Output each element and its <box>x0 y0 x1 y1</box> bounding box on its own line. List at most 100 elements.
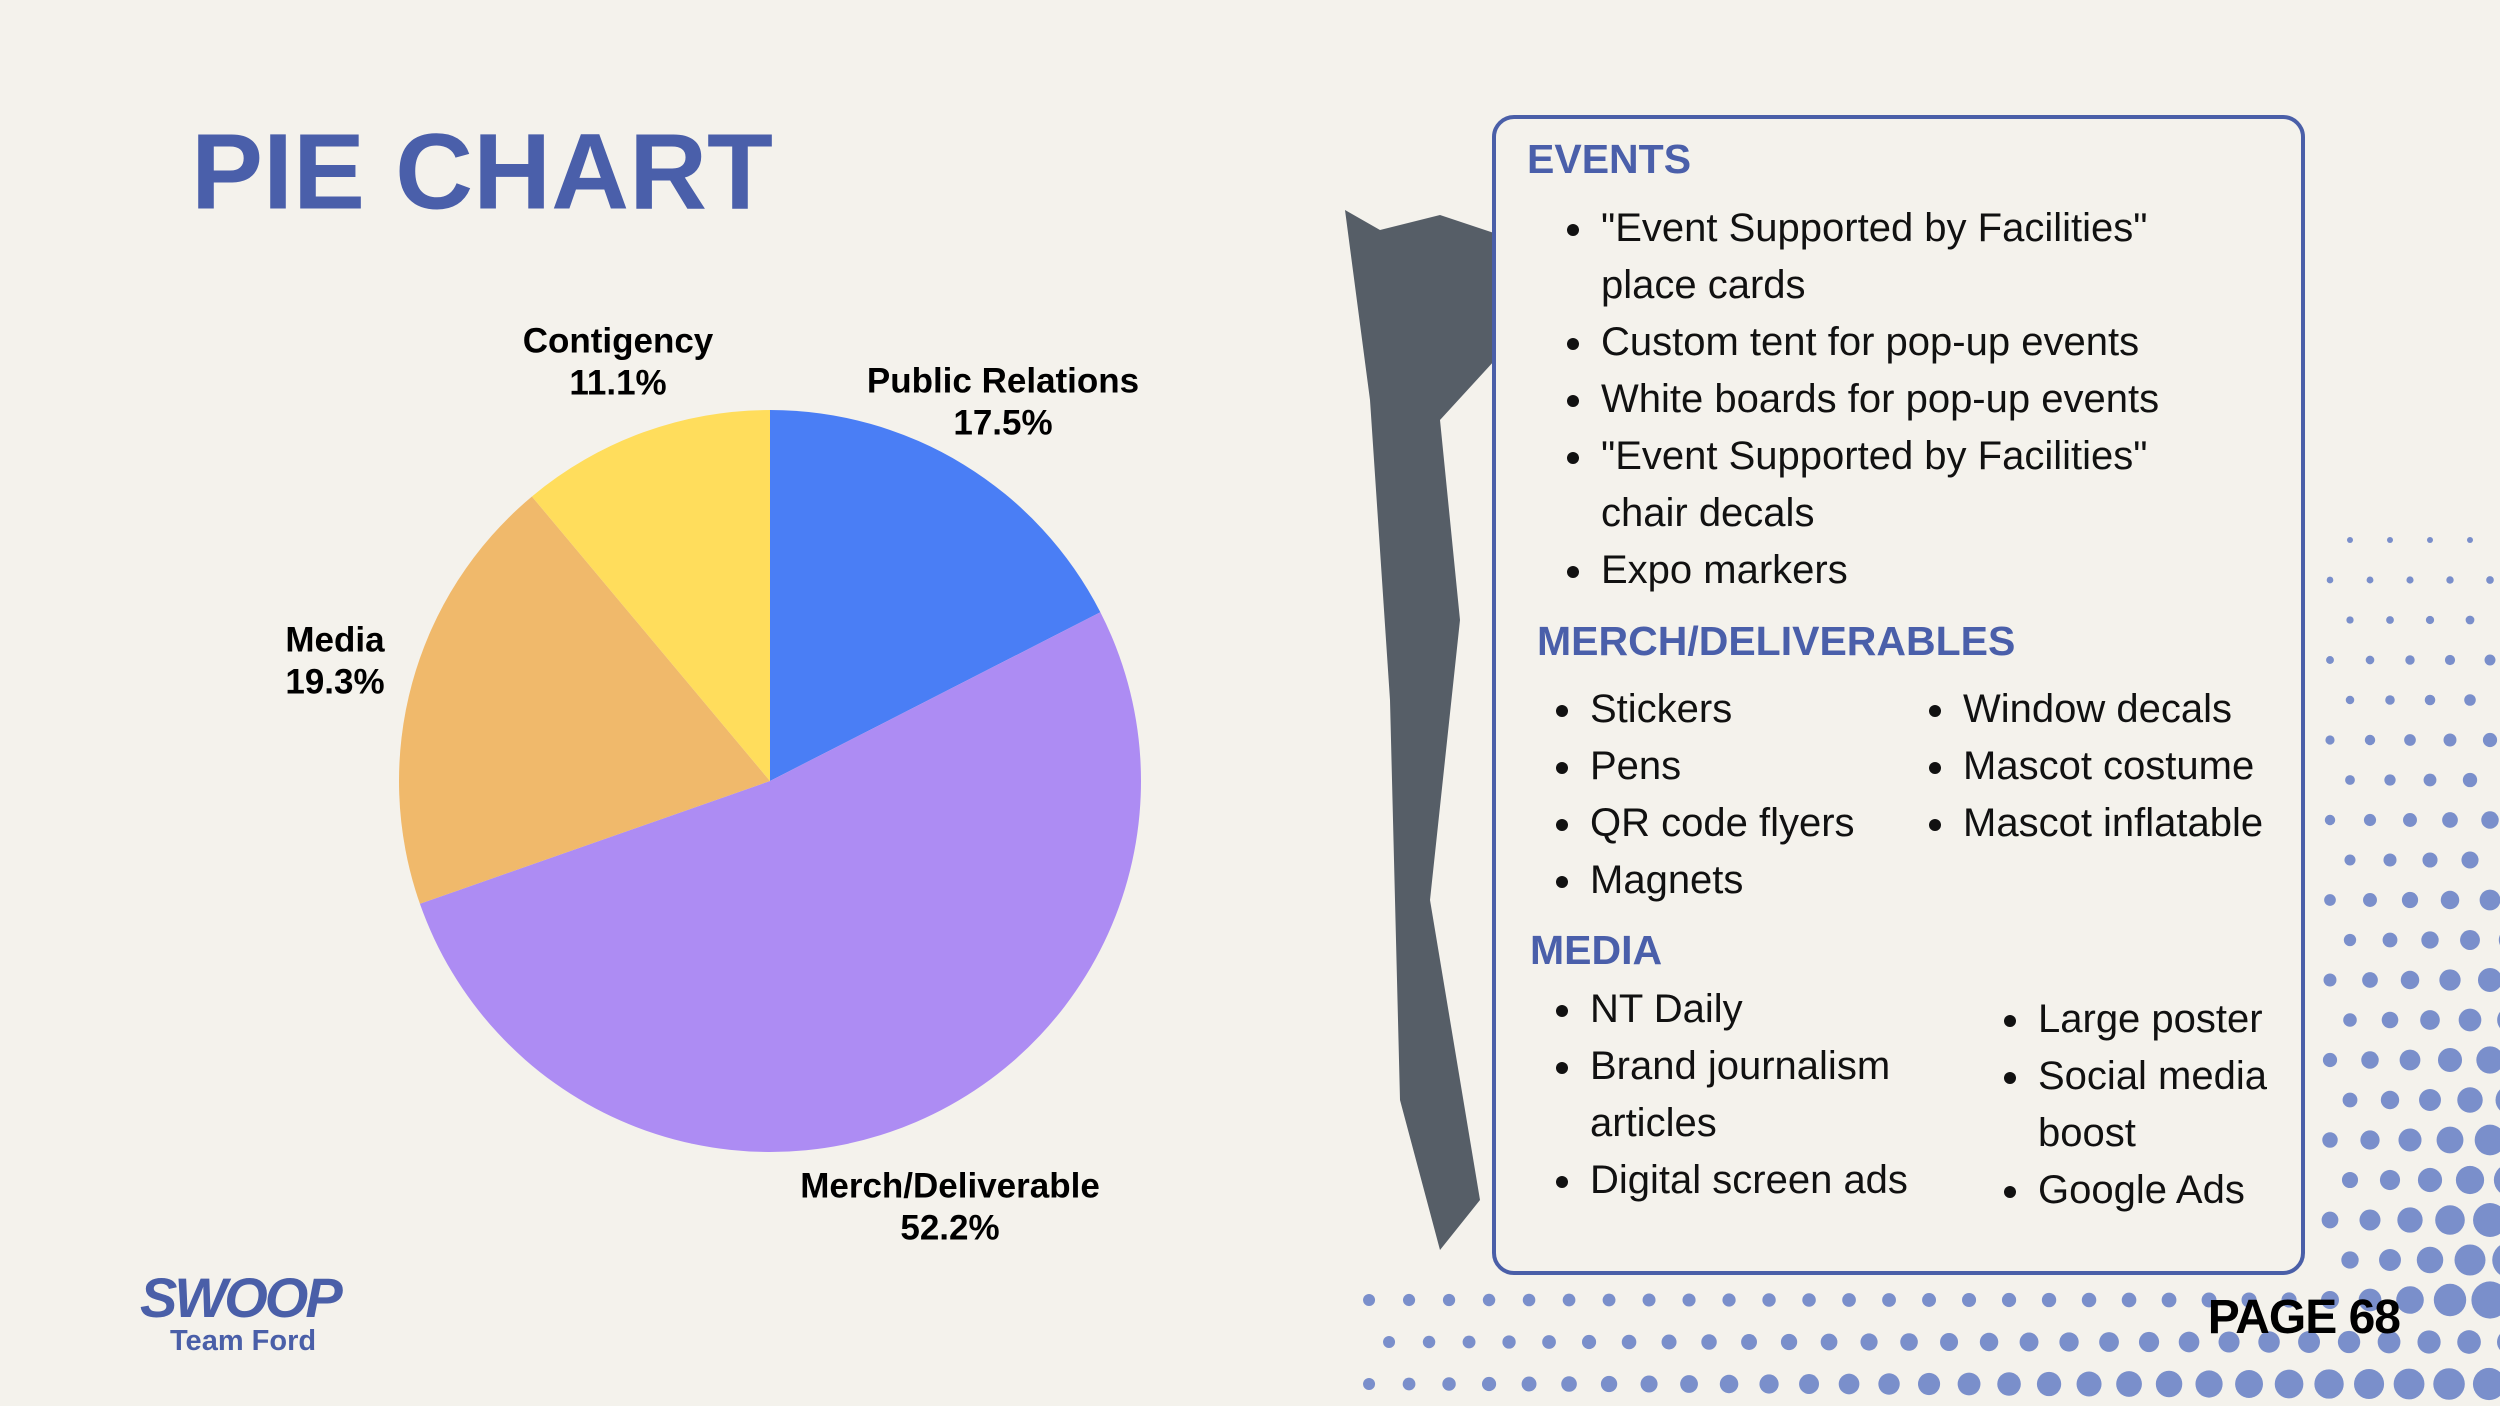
decor-dot <box>2001 1292 2017 1308</box>
decor-dot <box>2497 1011 2500 1029</box>
decor-dot <box>2455 1165 2485 1195</box>
decor-dot <box>2121 1292 2137 1308</box>
decor-dot <box>2380 1090 2400 1110</box>
bullet-item: Stickers <box>1586 681 1916 738</box>
decor-dot <box>1581 1334 1597 1350</box>
decor-dot <box>2347 537 2353 543</box>
section-heading: MERCH/DELIVERABLES <box>1537 618 2016 664</box>
decor-dot <box>2393 1368 2425 1400</box>
decor-dot <box>2345 775 2355 785</box>
slice-label: Media <box>285 620 385 659</box>
decor-dot <box>2461 851 2479 869</box>
decor-dot <box>2440 890 2460 910</box>
decor-dot <box>2425 615 2435 625</box>
decor-dot <box>2436 1126 2464 1154</box>
decor-dot <box>2486 576 2494 584</box>
section-heading: MEDIA <box>1530 927 1663 973</box>
pie-slice <box>531 410 770 781</box>
pie-slice <box>419 612 1141 1152</box>
decor-dot <box>1719 1374 1739 1394</box>
decor-dot <box>2059 1332 2079 1352</box>
bullet-item: "Event Supported by Facilities" place ca… <box>1597 200 2202 314</box>
decor-dot <box>2439 969 2461 991</box>
decor-dot <box>1900 1333 1918 1351</box>
decor-dot <box>2398 1128 2422 1152</box>
decor-dot <box>1838 1373 1860 1395</box>
decor-dot <box>2444 654 2456 666</box>
decor-dot <box>2400 970 2420 990</box>
decor-dot <box>1442 1377 1456 1391</box>
decor-dot <box>2420 1010 2440 1030</box>
decor-dot <box>2421 931 2439 949</box>
slice-value-label: 52.2% <box>900 1208 999 1247</box>
decor-dot <box>2326 576 2334 584</box>
decor-dot <box>1842 1293 1856 1307</box>
decor-dot <box>2361 1051 2379 1069</box>
bullet-item: Window decals <box>1959 681 2299 738</box>
decor-dot <box>2343 1013 2357 1027</box>
decor-dot <box>2321 1211 2339 1229</box>
decor-dot <box>2422 852 2438 868</box>
decor-dot <box>2446 576 2454 584</box>
decor-dot <box>1882 1293 1896 1307</box>
decor-dot <box>2405 655 2415 665</box>
decor-dot <box>2384 774 2396 786</box>
decor-dot <box>1562 1293 1576 1307</box>
decor-dot <box>2201 1292 2217 1308</box>
decor-dot <box>2274 1369 2304 1399</box>
decor-dot <box>2457 1330 2481 1354</box>
bullet-item: Custom tent for pop-up events <box>1597 314 2202 371</box>
decor-dot <box>2482 732 2498 748</box>
bullet-list: Window decalsMascot costumeMascot inflat… <box>1959 681 2299 852</box>
decor-dot <box>2465 615 2475 625</box>
decor-dot <box>2442 812 2458 828</box>
decor-dot <box>2377 1330 2401 1354</box>
decor-dot <box>1422 1335 1436 1349</box>
decor-dot <box>2387 537 2393 543</box>
decor-dot <box>2360 1130 2380 1150</box>
decor-dot <box>2399 1049 2421 1071</box>
decor-dot <box>1482 1293 1496 1307</box>
decor-dot <box>2419 1089 2441 1111</box>
decor-dot <box>2036 1371 2062 1397</box>
decor-dot <box>2364 734 2376 746</box>
decor-dot <box>2041 1292 2057 1308</box>
decor-dot <box>2155 1370 2183 1398</box>
decor-dot <box>2325 735 2335 745</box>
logo: SWOOP Team Ford <box>140 1266 343 1357</box>
bullet-list: "Event Supported by Facilities" place ca… <box>1597 200 2202 599</box>
decor-dot <box>2362 972 2378 988</box>
pie-slice <box>398 496 770 904</box>
decor-dot <box>2464 694 2476 706</box>
bullet-item: Mascot costume <box>1959 738 2299 795</box>
decor-dot <box>2404 734 2416 746</box>
decor-dot <box>1878 1373 1900 1395</box>
decor-dot <box>2322 1052 2338 1068</box>
decor-dot <box>2386 616 2394 624</box>
decor-dot <box>2472 1367 2500 1401</box>
slice-label: Merch/Deliverable <box>800 1166 1100 1205</box>
decor-dot <box>1957 1372 1981 1396</box>
decor-dot <box>2381 1011 2399 1029</box>
decor-dot <box>2406 576 2414 584</box>
decor-dot <box>2424 694 2436 706</box>
logo-text: SWOOP <box>140 1266 343 1329</box>
pie-slice <box>770 410 1101 781</box>
decor-dot <box>2019 1332 2039 1352</box>
info-panel <box>1492 115 2305 1275</box>
slice-label: Contigency <box>523 321 714 360</box>
decor-dot <box>1481 1376 1497 1392</box>
decor-dot <box>2416 1246 2444 1274</box>
bullet-item: White boards for pop-up events <box>1597 371 2202 428</box>
decor-dot <box>2433 1368 2465 1400</box>
bullet-item: Google Ads <box>2034 1162 2314 1219</box>
decor-dot <box>2481 811 2499 829</box>
decor-dot <box>1383 1336 1396 1348</box>
decor-dot <box>1940 1332 1959 1352</box>
decor-dot <box>2363 813 2377 827</box>
bullet-item: Mascot inflatable <box>1959 795 2299 852</box>
bullet-item: Digital screen ads <box>1586 1152 1921 1209</box>
bullet-item: Expo markers <box>1597 542 2202 599</box>
decor-dot <box>2178 1331 2200 1353</box>
